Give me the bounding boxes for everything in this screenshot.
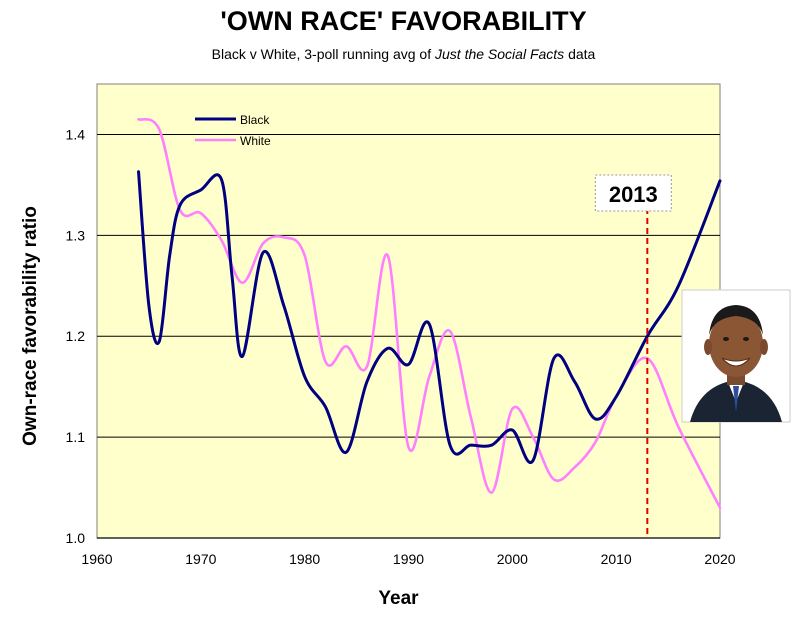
- chart-subtitle: Black v White, 3-poll running avg of Jus…: [0, 46, 807, 62]
- gridlines: [97, 133, 720, 539]
- y-tick-label: 1.4: [66, 126, 86, 142]
- x-tick-label: 1980: [289, 551, 320, 567]
- x-tick-label: 2020: [704, 551, 735, 567]
- legend-label-white: White: [240, 134, 271, 148]
- y-tick-label: 1.3: [66, 227, 86, 243]
- series-line-black: [137, 170, 722, 465]
- legend: Black White: [195, 113, 271, 148]
- subtitle-prefix: Black v White, 3-poll running avg of: [211, 46, 436, 62]
- x-tick-label: 1970: [185, 551, 216, 567]
- x-tick-label: 1990: [393, 551, 424, 567]
- y-axis-label: Own-race favorability ratio: [20, 206, 41, 446]
- x-axis-ticks: 1960 1970 1980 1990 2000 2010 2020: [81, 551, 735, 567]
- legend-label-black: Black: [240, 113, 270, 127]
- y-tick-label: 1.1: [66, 429, 86, 445]
- plot-area: [96, 83, 721, 539]
- y-tick-label: 1.0: [66, 530, 86, 546]
- x-axis-label: Year: [378, 588, 419, 609]
- series-line-white: [137, 117, 722, 510]
- x-tick-label: 2000: [497, 551, 528, 567]
- x-tick-label: 2010: [601, 551, 632, 567]
- subtitle-source: Just the Social Facts: [435, 46, 565, 62]
- y-tick-label: 1.2: [66, 328, 86, 344]
- portrait-photo-icon: [681, 289, 791, 423]
- x-tick-label: 1960: [81, 551, 112, 567]
- subtitle-suffix: data: [564, 46, 596, 62]
- chart-title: 'OWN RACE' FAVORABILITY: [220, 6, 587, 36]
- series-layer: [137, 117, 722, 510]
- annotation-box: [594, 174, 672, 212]
- annotation-label: 2013: [609, 182, 658, 207]
- y-axis-ticks: 1.0 1.1 1.2 1.3 1.4: [66, 126, 86, 546]
